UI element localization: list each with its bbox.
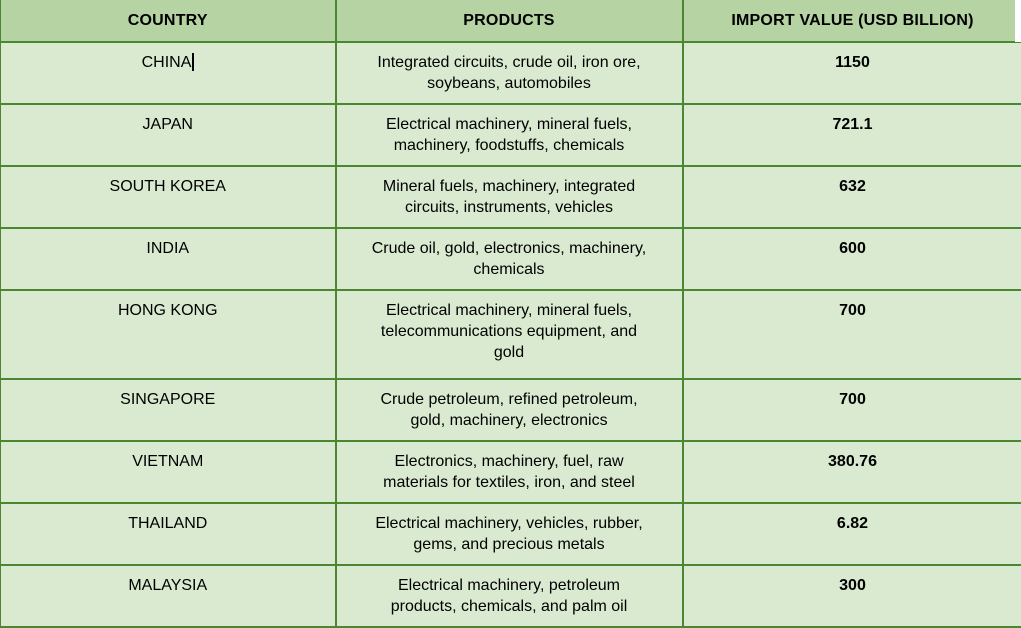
country-label: SOUTH KOREA (110, 178, 226, 195)
text-caret (192, 53, 194, 71)
value-cell[interactable]: 1150 (683, 42, 1021, 104)
products-cell[interactable]: Crude petroleum, refined petroleum, gold… (336, 379, 683, 441)
table-row: VIETNAM Electronics, machinery, fuel, ra… (1, 441, 1021, 503)
table-row: SINGAPORE Crude petroleum, refined petro… (1, 379, 1021, 441)
country-label: SINGAPORE (120, 391, 215, 408)
value-cell[interactable]: 700 (683, 379, 1021, 441)
products-cell[interactable]: Electrical machinery, vehicles, rubber, … (336, 503, 683, 565)
products-cell[interactable]: Electrical machinery, petroleum products… (336, 565, 683, 627)
country-cell[interactable]: THAILAND (1, 503, 336, 565)
products-cell[interactable]: Integrated circuits, crude oil, iron ore… (336, 42, 683, 104)
country-cell[interactable]: HONG KONG (1, 290, 336, 379)
country-cell[interactable]: INDIA (1, 228, 336, 290)
value-cell[interactable]: 721.1 (683, 104, 1021, 166)
table-row: INDIA Crude oil, gold, electronics, mach… (1, 228, 1021, 290)
country-cell[interactable]: SOUTH KOREA (1, 166, 336, 228)
value-cell[interactable]: 380.76 (683, 441, 1021, 503)
country-cell[interactable]: SINGAPORE (1, 379, 336, 441)
table-row: CHINA Integrated circuits, crude oil, ir… (1, 42, 1021, 104)
country-cell[interactable]: VIETNAM (1, 441, 336, 503)
products-cell[interactable]: Mineral fuels, machinery, integrated cir… (336, 166, 683, 228)
value-cell[interactable]: 300 (683, 565, 1021, 627)
country-cell[interactable]: MALAYSIA (1, 565, 336, 627)
country-cell[interactable]: JAPAN (1, 104, 336, 166)
column-header-import-value[interactable]: IMPORT VALUE (USD BILLION) (683, 0, 1021, 42)
column-header-products[interactable]: PRODUCTS (336, 0, 683, 42)
products-cell[interactable]: Electrical machinery, mineral fuels, mac… (336, 104, 683, 166)
country-label: INDIA (146, 240, 189, 257)
country-label: THAILAND (128, 515, 207, 532)
page-margin-strip (1015, 0, 1021, 42)
table-row: HONG KONG Electrical machinery, mineral … (1, 290, 1021, 379)
table-row: JAPAN Electrical machinery, mineral fuel… (1, 104, 1021, 166)
table-row: THAILAND Electrical machinery, vehicles,… (1, 503, 1021, 565)
country-label: HONG KONG (118, 302, 218, 319)
country-label: VIETNAM (132, 453, 203, 470)
country-label: CHINA (142, 54, 192, 71)
country-label: MALAYSIA (128, 577, 207, 594)
value-cell[interactable]: 6.82 (683, 503, 1021, 565)
value-cell[interactable]: 632 (683, 166, 1021, 228)
products-cell[interactable]: Electrical machinery, mineral fuels, tel… (336, 290, 683, 379)
value-cell[interactable]: 600 (683, 228, 1021, 290)
value-cell[interactable]: 700 (683, 290, 1021, 379)
products-cell[interactable]: Electronics, machinery, fuel, raw materi… (336, 441, 683, 503)
products-cell[interactable]: Crude oil, gold, electronics, machinery,… (336, 228, 683, 290)
header-row: COUNTRY PRODUCTS IMPORT VALUE (USD BILLI… (1, 0, 1021, 42)
country-label: JAPAN (143, 116, 193, 133)
table-row: SOUTH KOREA Mineral fuels, machinery, in… (1, 166, 1021, 228)
column-header-country[interactable]: COUNTRY (1, 0, 336, 42)
table-row: MALAYSIA Electrical machinery, petroleum… (1, 565, 1021, 627)
country-cell[interactable]: CHINA (1, 42, 336, 104)
